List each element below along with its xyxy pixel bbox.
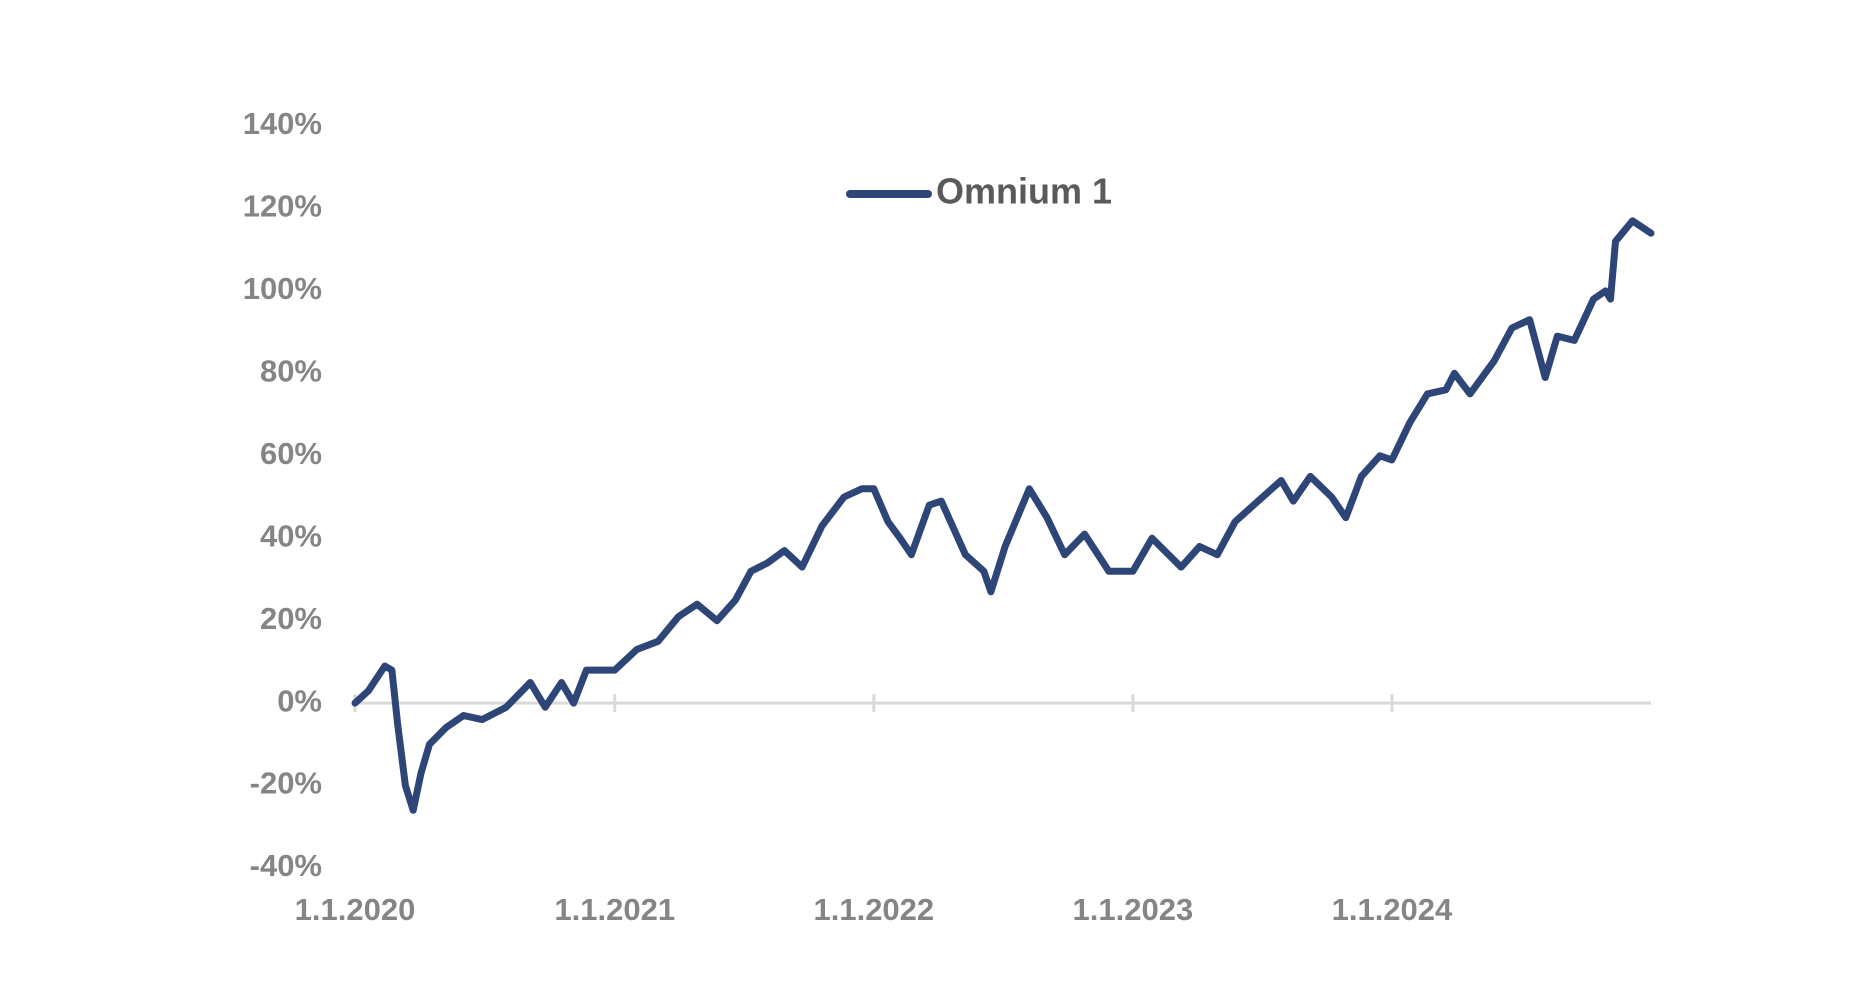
y-tick-label: 20% xyxy=(260,601,322,636)
y-tick-label: -40% xyxy=(250,848,322,883)
y-tick-label: 140% xyxy=(243,106,322,141)
x-tick-label: 1.1.2021 xyxy=(554,892,675,927)
line xyxy=(351,217,1655,814)
legend-label: Omnium 1 xyxy=(936,171,1112,212)
x-tick-label: 1.1.2023 xyxy=(1073,892,1194,927)
y-tick-label: 40% xyxy=(260,518,322,553)
y-tick-label: 0% xyxy=(277,683,322,718)
y-tick-label: 60% xyxy=(260,436,322,471)
x-tick-label: 1.1.2024 xyxy=(1332,892,1453,927)
y-tick-label: 80% xyxy=(260,354,322,389)
y-tick-label: 120% xyxy=(243,189,322,224)
y-tick-label: 100% xyxy=(243,271,322,306)
x-tick-label: 1.1.2020 xyxy=(295,892,416,927)
y-tick-label: -20% xyxy=(250,766,322,801)
x-tick-label: 1.1.2022 xyxy=(813,892,934,927)
